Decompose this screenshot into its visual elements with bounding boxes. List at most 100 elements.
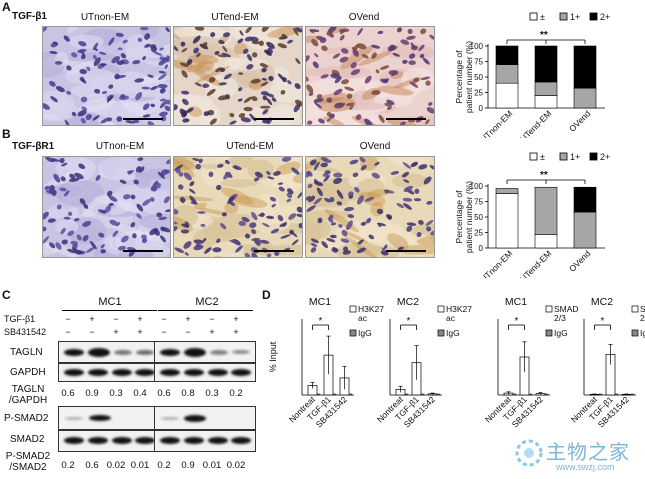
band bbox=[135, 437, 155, 444]
tissue-patch bbox=[262, 110, 302, 125]
nucleus bbox=[189, 195, 197, 204]
tissue-patch bbox=[60, 52, 117, 62]
nucleus bbox=[320, 74, 329, 79]
tissue-patch bbox=[212, 213, 264, 238]
nucleus bbox=[229, 239, 240, 245]
nucleus bbox=[378, 114, 385, 123]
nucleus bbox=[61, 239, 68, 245]
nucleus bbox=[277, 215, 284, 222]
nucleus bbox=[59, 187, 67, 192]
fiber bbox=[82, 195, 111, 217]
nucleus bbox=[125, 120, 136, 124]
band bbox=[210, 350, 228, 355]
nucleus bbox=[392, 52, 400, 57]
nucleus bbox=[291, 167, 300, 175]
nucleus bbox=[243, 106, 253, 112]
nucleus bbox=[223, 171, 231, 180]
nucleus bbox=[406, 225, 413, 232]
row-label-gapdh: GAPDH bbox=[10, 367, 46, 378]
bar-igg bbox=[332, 393, 337, 396]
nucleus bbox=[220, 223, 227, 230]
nucleus bbox=[180, 229, 190, 234]
nucleus bbox=[150, 186, 158, 192]
nucleus bbox=[64, 119, 71, 125]
nucleus bbox=[206, 88, 216, 96]
fiber bbox=[366, 189, 390, 198]
nucleus bbox=[183, 241, 192, 249]
nucleus bbox=[296, 213, 302, 218]
nucleus bbox=[406, 222, 417, 227]
treatment-sign: − bbox=[65, 327, 71, 337]
nucleus bbox=[77, 48, 87, 53]
ratio-value: 0.02 bbox=[226, 460, 246, 471]
nucleus bbox=[329, 197, 335, 203]
ratio-value: 0.6 bbox=[85, 460, 99, 471]
tissue-patch bbox=[365, 226, 414, 248]
nucleus bbox=[245, 27, 252, 34]
nucleus bbox=[298, 222, 302, 229]
nucleus bbox=[386, 106, 392, 110]
nucleus bbox=[261, 67, 267, 73]
nucleus bbox=[192, 35, 201, 44]
ratio-value: 0.6 bbox=[61, 388, 75, 399]
nucleus bbox=[294, 27, 302, 33]
nucleus bbox=[174, 208, 179, 215]
nucleus bbox=[221, 52, 231, 58]
y-axis-label: Percentage ofpatient number (%) bbox=[454, 181, 474, 253]
tissue-patch bbox=[278, 168, 302, 192]
nucleus bbox=[316, 35, 326, 41]
nucleus bbox=[323, 174, 330, 182]
nucleus bbox=[53, 41, 58, 45]
nucleus bbox=[347, 214, 355, 219]
y-label-line: Percentage of bbox=[454, 50, 464, 104]
nucleus bbox=[43, 102, 50, 110]
tissue-image bbox=[43, 27, 170, 125]
nucleus bbox=[163, 196, 170, 204]
nucleus bbox=[309, 29, 315, 34]
nucleus bbox=[200, 223, 206, 227]
nucleus bbox=[181, 223, 190, 228]
micrograph-b-ovend bbox=[305, 156, 435, 258]
nucleus bbox=[142, 114, 151, 118]
nucleus bbox=[181, 90, 190, 95]
tissue-image bbox=[306, 27, 434, 125]
nucleus bbox=[307, 183, 313, 189]
treatment-sign: − bbox=[161, 327, 167, 337]
nucleus bbox=[366, 217, 372, 224]
nucleus bbox=[338, 224, 343, 228]
fiber bbox=[66, 59, 101, 75]
nucleus bbox=[310, 238, 319, 244]
nucleus bbox=[79, 198, 86, 205]
stacked-bar-segment bbox=[534, 81, 558, 96]
nucleus bbox=[370, 44, 381, 49]
fiber bbox=[132, 231, 162, 242]
nucleus bbox=[139, 27, 149, 31]
band bbox=[65, 417, 83, 420]
subchart-title: MC2 bbox=[591, 296, 613, 308]
nucleus bbox=[334, 103, 345, 109]
watermark: 主物之家 www.swzj.com bbox=[514, 436, 639, 476]
nucleus bbox=[100, 243, 105, 249]
nucleus bbox=[339, 34, 345, 41]
legend-label: 2+ bbox=[600, 152, 610, 162]
nucleus bbox=[120, 53, 127, 59]
panel-a-title-1: UTnon-EM bbox=[80, 12, 130, 23]
stacked-bar-segment bbox=[495, 45, 519, 65]
nucleus bbox=[92, 115, 100, 121]
nucleus bbox=[67, 248, 77, 254]
nucleus bbox=[165, 209, 170, 213]
nucleus bbox=[208, 77, 216, 83]
nucleus bbox=[402, 59, 408, 64]
treatment-sign: − bbox=[161, 314, 167, 324]
y-tick-label: 50 bbox=[474, 213, 483, 222]
nucleus bbox=[209, 118, 217, 125]
nucleus bbox=[251, 237, 261, 242]
tissue-patch bbox=[174, 51, 226, 75]
nucleus bbox=[63, 216, 71, 220]
legend-swatch bbox=[437, 305, 445, 313]
treatment-sign: − bbox=[89, 327, 95, 337]
nucleus bbox=[326, 238, 336, 243]
nucleus bbox=[137, 37, 143, 43]
nucleus bbox=[380, 78, 388, 84]
nucleus bbox=[428, 102, 433, 106]
